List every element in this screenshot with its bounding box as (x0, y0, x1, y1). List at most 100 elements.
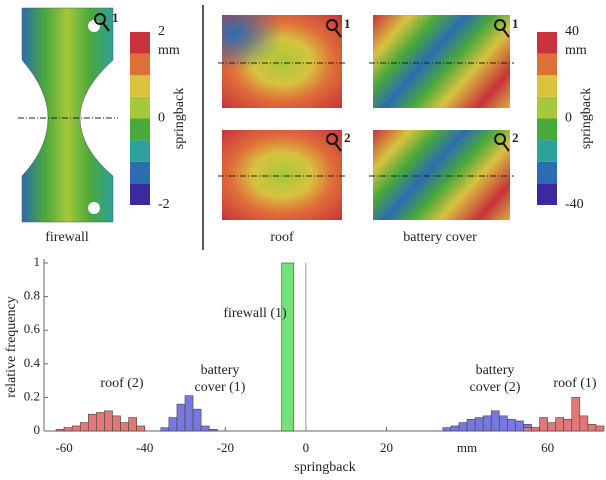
colorbar-cell (130, 119, 150, 141)
series-annotation: battery cover (1) (185, 362, 255, 396)
series-annotation: firewall (1) (210, 305, 300, 322)
bar (129, 418, 137, 431)
colorbar-cell (537, 140, 557, 162)
bar (443, 428, 451, 431)
colorbar-cell (130, 183, 150, 205)
bar (483, 416, 491, 431)
y-tick-label: 0 (34, 422, 41, 437)
colorbar-cell (130, 75, 150, 97)
colorbar-tick-label: 40 (565, 24, 579, 39)
colorbar-cell (537, 162, 557, 184)
bar (467, 419, 475, 431)
colorbar-tick-label: -2 (158, 197, 170, 212)
colorbar-cell (537, 119, 557, 141)
x-axis-label: springback (294, 460, 355, 475)
bar (451, 426, 459, 431)
bar (96, 413, 104, 431)
colorbar-cell (537, 75, 557, 97)
y-tick-label: 0.8 (24, 288, 40, 303)
colorbar-tick-label: 0 (565, 111, 572, 126)
y-tick-label: 1 (34, 254, 41, 269)
colorbar-cell (537, 54, 557, 76)
bar (491, 411, 499, 431)
bar (193, 409, 201, 431)
hole (88, 20, 100, 32)
y-tick-label: 0.6 (24, 321, 41, 336)
bar (475, 418, 483, 431)
bar (564, 419, 572, 431)
bar (572, 397, 580, 431)
bar (540, 418, 548, 431)
bar (515, 421, 523, 431)
colorbar-tick-label: -40 (565, 197, 584, 212)
x-tick-label: -60 (55, 440, 72, 455)
colorbar-tick-label: 2 (158, 24, 165, 39)
bar (185, 396, 193, 431)
roof-image (222, 130, 342, 220)
bar (169, 418, 177, 431)
bar (459, 423, 467, 431)
bar (72, 426, 80, 431)
bar (56, 429, 64, 431)
colorbar-cell (537, 32, 557, 54)
bar (112, 416, 120, 431)
panel-label: battery cover (403, 230, 477, 245)
bar (201, 426, 209, 431)
bar (556, 418, 564, 431)
x-tick-label: 60 (541, 440, 554, 455)
colorbar-label: springback (579, 88, 594, 149)
bar (282, 263, 294, 431)
bar (580, 416, 588, 431)
bar (88, 414, 96, 431)
colorbar-tick-label: 0 (158, 111, 165, 126)
battery-image (373, 130, 510, 220)
contour-images (18, 8, 514, 222)
x-tick-label: 20 (380, 440, 393, 455)
y-axis-label: relative frequency (4, 296, 19, 397)
chart: firewall1roof12battery cover1220-2mmspri… (0, 0, 606, 480)
bar (137, 426, 145, 431)
figure: firewall1roof12battery cover1220-2mmspri… (0, 0, 606, 480)
bar (507, 419, 515, 431)
tag: 1 (512, 16, 519, 31)
y-tick-label: 0.2 (24, 388, 40, 403)
series-annotation: battery cover (2) (460, 362, 530, 396)
x-tick-label: -20 (217, 440, 234, 455)
firewall-image (22, 8, 113, 222)
bar (209, 429, 217, 431)
tag: 1 (344, 16, 351, 31)
bar (121, 423, 129, 431)
bar (531, 428, 539, 431)
x-tick-label: mm (457, 440, 477, 455)
bar (104, 411, 112, 431)
panel-label: firewall (45, 230, 89, 245)
bar (161, 428, 169, 431)
bar (64, 428, 72, 431)
colorbar-cell (537, 97, 557, 119)
tag: 2 (512, 130, 519, 145)
roof-image-overlay (222, 15, 342, 108)
y-tick-label: 0.4 (24, 355, 41, 370)
colorbar-cell (130, 140, 150, 162)
tag: 1 (112, 10, 119, 25)
colorbar-cell (130, 162, 150, 184)
colorbar-cell (130, 54, 150, 76)
series-annotation: roof (2) (87, 375, 157, 392)
hole (88, 202, 100, 214)
panel-label: roof (270, 230, 294, 245)
colorbar-cell (537, 183, 557, 205)
colorbar-unit: mm (565, 43, 587, 58)
bar (177, 404, 185, 431)
x-tick-label: -40 (136, 440, 153, 455)
bar (523, 428, 531, 431)
colorbar-unit: mm (158, 43, 180, 58)
tag: 2 (344, 130, 351, 145)
bar (588, 424, 596, 431)
colorbar-cell (130, 32, 150, 54)
colorbar-label: springback (172, 88, 187, 149)
bar (596, 426, 604, 431)
bar (548, 423, 556, 431)
x-tick-label: 0 (303, 440, 310, 455)
series-annotation: roof (1) (540, 375, 606, 392)
bar (80, 423, 88, 431)
